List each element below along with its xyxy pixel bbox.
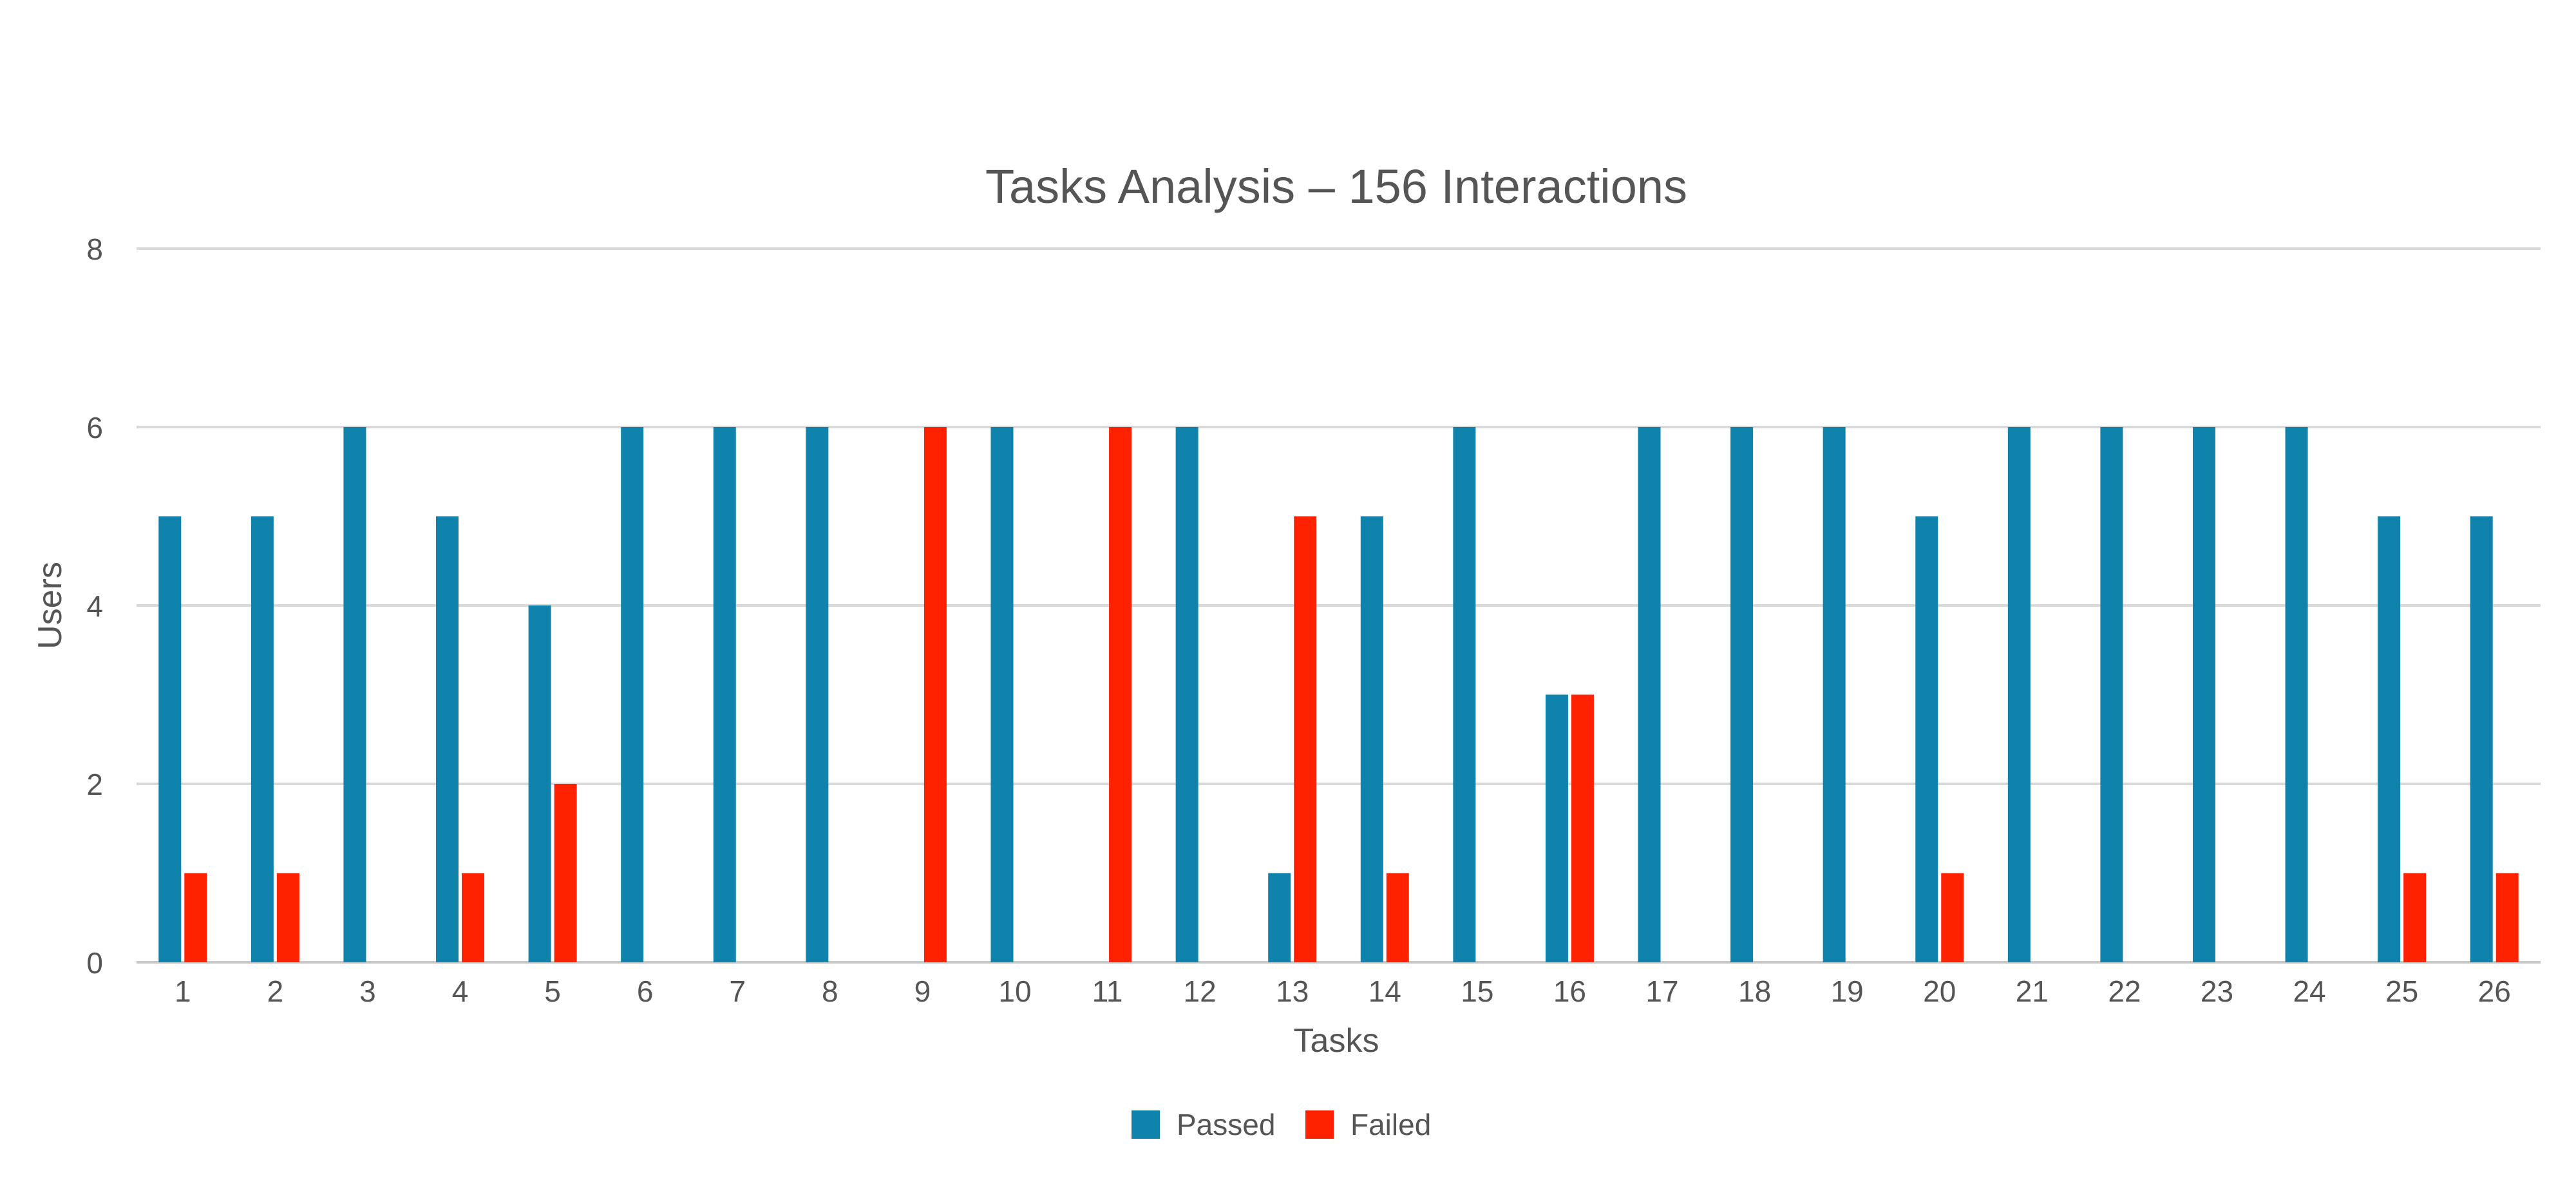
bar-passed — [251, 516, 274, 962]
bars — [158, 427, 2519, 962]
x-tick-label: 12 — [1184, 975, 1217, 1008]
bar-passed — [806, 427, 829, 962]
bar-failed — [554, 784, 577, 962]
x-tick-label: 19 — [1831, 975, 1864, 1008]
bar-failed — [1386, 873, 1409, 962]
y-axis-label: Users — [32, 562, 69, 649]
chart-title: Tasks Analysis – 156 Interactions — [985, 160, 1687, 213]
x-tick-label: 11 — [1092, 975, 1123, 1008]
x-tick-label: 2 — [267, 975, 284, 1008]
bar-passed — [2100, 427, 2123, 962]
bar-passed — [1360, 516, 1383, 962]
bar-failed — [1941, 873, 1964, 962]
x-tick-label: 25 — [2385, 975, 2418, 1008]
bar-failed — [923, 427, 947, 962]
bar-passed — [1453, 427, 1476, 962]
bar-passed — [990, 427, 1014, 962]
y-tick-label: 2 — [86, 768, 103, 801]
y-tick-label: 4 — [86, 589, 103, 623]
x-tick-label: 24 — [2293, 975, 2325, 1008]
x-tick-label: 3 — [359, 975, 376, 1008]
bar-passed — [343, 427, 366, 962]
bar-passed — [1730, 427, 1754, 962]
bar-failed — [276, 873, 299, 962]
legend-swatch — [1132, 1110, 1160, 1139]
bar-failed — [462, 873, 485, 962]
legend: Passed Failed — [1132, 1108, 1431, 1141]
bar-passed — [1638, 427, 1661, 962]
bar-passed — [1175, 427, 1198, 962]
legend-swatch — [1305, 1110, 1334, 1139]
y-tick-label: 8 — [86, 233, 103, 266]
bar-passed — [1915, 516, 1938, 962]
x-tick-label: 6 — [637, 975, 654, 1008]
x-tick-label: 21 — [2016, 975, 2049, 1008]
bar-passed — [2470, 516, 2493, 962]
bar-failed — [1294, 516, 1317, 962]
bar-passed — [2007, 427, 2031, 962]
bar-passed — [158, 516, 182, 962]
bar-passed — [2192, 427, 2215, 962]
x-tick-label: 17 — [1645, 975, 1678, 1008]
legend-label: Failed — [1350, 1108, 1431, 1141]
x-axis-label: Tasks — [1294, 1022, 1379, 1060]
x-tick-label: 5 — [544, 975, 561, 1008]
bar-passed — [2378, 516, 2401, 962]
x-tick-label: 20 — [1923, 975, 1956, 1008]
x-tick-labels: 1 2 3 4 5 6 7 8 9 10 11 12 13 14 15 16 17 18 19 20 21 22 23 24 2… — [175, 975, 2511, 1008]
x-tick-label: 13 — [1276, 975, 1309, 1008]
x-tick-label: 8 — [822, 975, 838, 1008]
bar-failed — [2403, 873, 2427, 962]
x-tick-label: 4 — [452, 975, 469, 1008]
bar-passed — [2285, 427, 2308, 962]
x-tick-label: 16 — [1553, 975, 1586, 1008]
x-tick-label: 15 — [1461, 975, 1493, 1008]
x-tick-label: 10 — [998, 975, 1031, 1008]
y-tick-label: 0 — [86, 946, 103, 980]
x-tick-label: 22 — [2108, 975, 2141, 1008]
x-tick-label: 23 — [2201, 975, 2233, 1008]
bar-passed — [621, 427, 644, 962]
bar-failed — [1109, 427, 1132, 962]
y-tick-labels: 0 2 4 6 8 — [86, 233, 103, 980]
bar-failed — [2496, 873, 2519, 962]
bar-failed — [1571, 694, 1594, 962]
x-tick-label: 26 — [2478, 975, 2511, 1008]
bar-passed — [713, 427, 736, 962]
x-tick-label: 1 — [175, 975, 191, 1008]
legend-label: Passed — [1177, 1108, 1275, 1141]
bar-passed — [1823, 427, 1846, 962]
bar-failed — [184, 873, 207, 962]
x-tick-label: 14 — [1368, 975, 1401, 1008]
bar-passed — [1268, 873, 1291, 962]
bar-passed — [528, 605, 551, 962]
gridlines — [137, 247, 2541, 964]
x-tick-label: 18 — [1738, 975, 1771, 1008]
y-tick-label: 6 — [86, 411, 103, 444]
x-tick-label: 7 — [729, 975, 746, 1008]
bar-passed — [1545, 694, 1568, 962]
x-tick-label: 9 — [914, 975, 931, 1008]
bar-passed — [436, 516, 459, 962]
